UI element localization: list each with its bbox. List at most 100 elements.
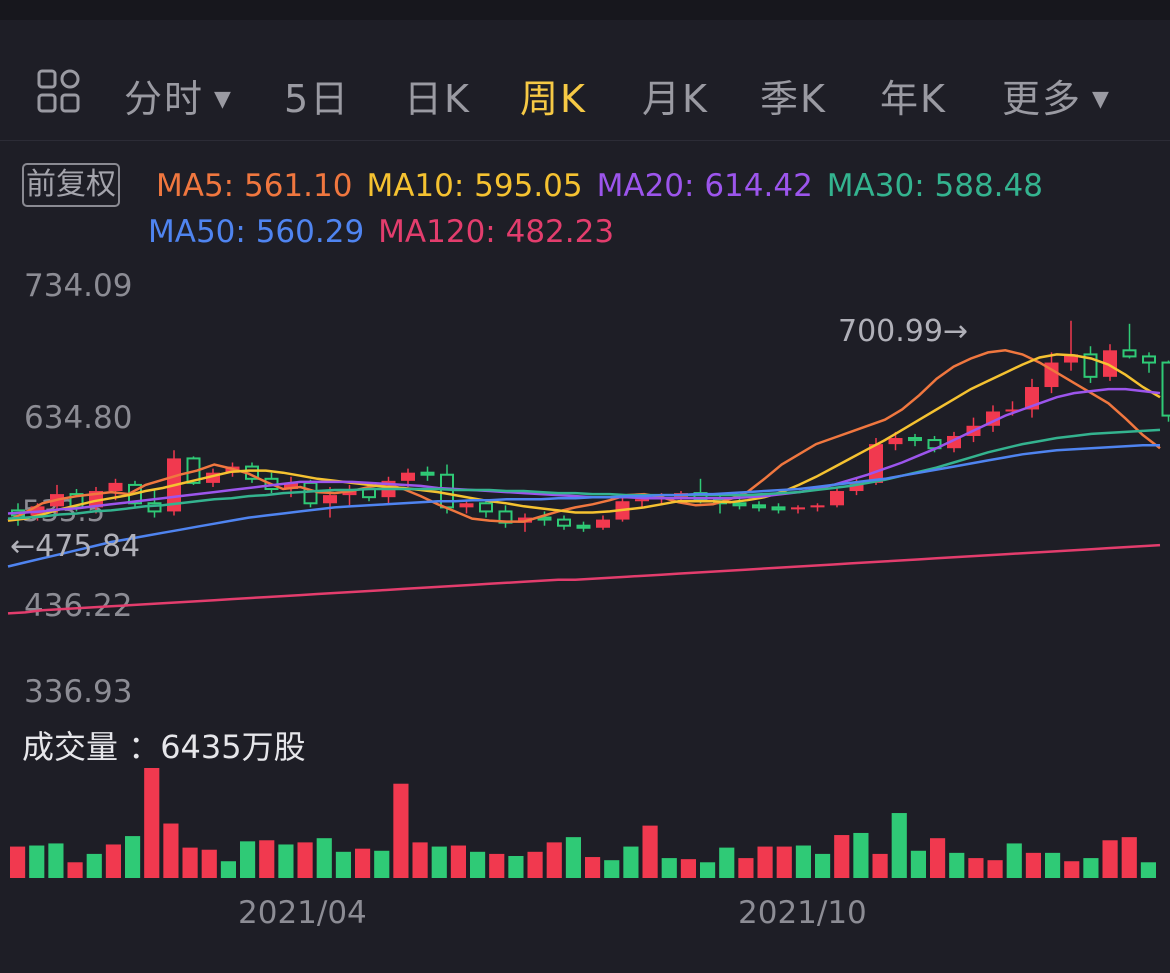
volume-bar: [700, 862, 716, 878]
tab-label: 更多: [1002, 77, 1083, 121]
candle-body: [791, 507, 805, 510]
candle-body: [869, 444, 883, 483]
tab-5day[interactable]: 5日: [284, 77, 351, 121]
tab-weekly-k[interactable]: 周K: [520, 77, 587, 121]
candle-body: [1142, 355, 1156, 364]
x-tick-label: 2021/10: [738, 895, 867, 931]
candle-body: [557, 518, 571, 527]
volume-bar: [891, 813, 907, 878]
candle-body: [830, 491, 844, 506]
status-strip: [0, 0, 1170, 20]
ma20-legend: MA20: 614.42: [596, 168, 813, 204]
volume-bar: [125, 836, 141, 878]
volume-bar: [105, 844, 121, 878]
tab-yearly-k[interactable]: 年K: [880, 77, 947, 121]
tab-label: 分时: [124, 77, 205, 121]
candle-body: [1122, 349, 1137, 358]
volume-bar: [335, 851, 351, 878]
ma10-legend: MA10: 595.05: [366, 168, 583, 204]
volume-bar: [10, 846, 26, 878]
candle-body: [576, 524, 591, 529]
low-value: 475.84: [35, 529, 141, 564]
candle-body: [323, 495, 337, 504]
tab-intraday[interactable]: 分时 ▼: [124, 68, 233, 123]
volume-bar: [661, 858, 677, 878]
volume-bar: [623, 846, 639, 878]
y-tick-label: 734.09: [24, 268, 133, 304]
volume-bar: [738, 858, 754, 878]
candle-body: [752, 504, 766, 509]
candle-body: [732, 502, 747, 507]
volume-bar: [719, 847, 735, 878]
volume-bar: [29, 845, 45, 878]
candle-body: [596, 519, 610, 528]
volume-bar: [987, 860, 1003, 878]
candle-body: [206, 472, 220, 483]
candle-body: [1161, 361, 1170, 417]
volume-bar: [163, 823, 179, 878]
volume-bar: [297, 842, 313, 878]
volume-bar: [930, 838, 946, 878]
ma30-legend: MA30: 588.48: [826, 168, 1043, 204]
volume-bar: [910, 850, 926, 878]
candle-body: [479, 502, 493, 513]
ma-legend-row-1: MA5: 561.10 MA10: 595.05 MA20: 614.42 MA30:…: [156, 168, 1057, 204]
adjust-mode-badge[interactable]: 前复权: [22, 163, 120, 207]
volume-bar: [412, 842, 428, 878]
volume-bar: [1006, 843, 1022, 878]
volume-bar: [316, 838, 332, 878]
volume-bar: [853, 832, 869, 878]
x-tick-label: 2021/04: [238, 895, 367, 931]
ma-line-ma5: [7, 349, 1161, 523]
volume-bar: [144, 768, 160, 878]
candle-body: [771, 506, 786, 511]
candle-body: [284, 482, 298, 490]
tab-daily-k[interactable]: 日K: [404, 77, 471, 121]
grid-icon[interactable]: [36, 68, 82, 114]
volume-bar: [815, 853, 831, 878]
candle-body: [303, 481, 318, 505]
candle-body: [420, 471, 435, 476]
candle-body: [108, 482, 123, 492]
candle-body: [459, 503, 474, 508]
ma5-legend: MA5: 561.10: [156, 168, 353, 204]
volume-bar: [1140, 862, 1156, 878]
ma-legend-row-2: MA50: 560.29 MA120: 482.23: [148, 214, 628, 250]
volume-bar: [834, 835, 850, 878]
volume-bar: [546, 842, 562, 878]
volume-bar: [968, 858, 984, 878]
high-value: 700.99: [838, 314, 943, 349]
ma-line-ma120: [7, 543, 1161, 615]
volume-bar: [642, 825, 658, 878]
ma-line-ma50: [7, 443, 1160, 568]
tab-quarterly-k[interactable]: 季K: [760, 77, 827, 121]
volume-bar: [431, 846, 447, 878]
tab-monthly-k[interactable]: 月K: [642, 77, 709, 121]
volume-bar: [259, 840, 275, 878]
candle-body: [440, 473, 454, 509]
ma50-legend: MA50: 560.29: [148, 214, 365, 250]
candle-body: [1103, 350, 1117, 377]
candle-body: [1005, 409, 1020, 412]
volume-bar: [278, 844, 294, 878]
candle-body: [401, 472, 415, 481]
candle-body: [849, 482, 864, 492]
volume-bar: [585, 857, 601, 878]
volume-bar: [48, 843, 64, 878]
volume-bar: [1083, 858, 1099, 878]
high-marker-label: 700.99→: [838, 314, 969, 349]
ma-line-ma30: [7, 428, 1161, 520]
volume-bar: [757, 846, 773, 878]
volume-bar: [393, 783, 409, 878]
volume-bar: [872, 853, 888, 878]
candle-body: [635, 499, 649, 502]
volume-bar: [67, 862, 83, 878]
y-tick-label: 336.93: [24, 674, 133, 710]
tab-more[interactable]: 更多 ▼: [1002, 68, 1111, 123]
caret-down-icon: ▼: [214, 87, 233, 112]
volume-bar: [680, 859, 696, 878]
volume-bar: [240, 841, 256, 878]
candle-body: [908, 437, 922, 442]
volume-bar: [1025, 852, 1041, 878]
